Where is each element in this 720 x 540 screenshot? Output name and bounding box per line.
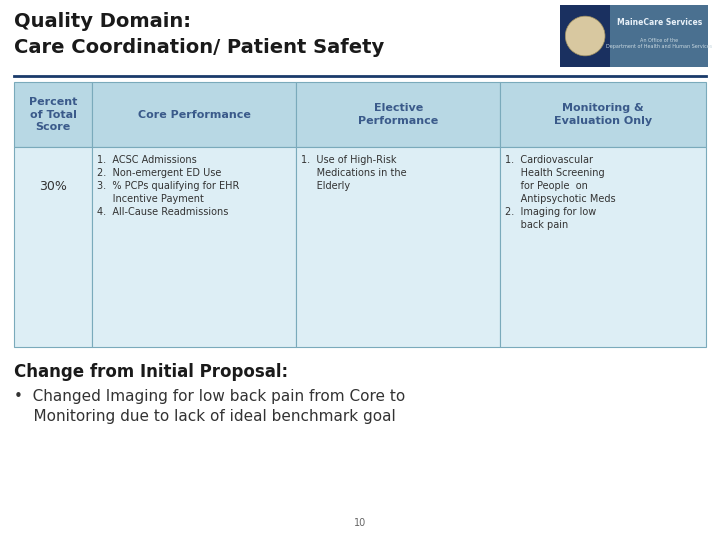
Text: •  Changed Imaging for low back pain from Core to: • Changed Imaging for low back pain from…: [14, 389, 405, 404]
Text: MaineCare Services: MaineCare Services: [616, 18, 702, 27]
Text: 2.  Imaging for low: 2. Imaging for low: [505, 207, 597, 217]
Bar: [297, 82, 500, 147]
Bar: [560, 5, 611, 67]
Text: Antipsychotic Meds: Antipsychotic Meds: [505, 194, 616, 204]
Bar: [92, 147, 297, 347]
Text: Quality Domain:: Quality Domain:: [14, 12, 191, 31]
Text: 3.  % PCPs qualifying for EHR: 3. % PCPs qualifying for EHR: [97, 181, 240, 191]
Text: 10: 10: [354, 518, 366, 528]
Text: Change from Initial Proposal:: Change from Initial Proposal:: [14, 363, 288, 381]
Text: 1.  Cardiovascular: 1. Cardiovascular: [505, 155, 593, 165]
Text: 30%: 30%: [39, 180, 67, 193]
Bar: [500, 82, 706, 147]
Text: Monitoring &
Evaluation Only: Monitoring & Evaluation Only: [554, 103, 652, 126]
Text: 2.  Non-emergent ED Use: 2. Non-emergent ED Use: [97, 168, 222, 178]
Bar: [611, 5, 708, 67]
Text: Health Screening: Health Screening: [505, 168, 605, 178]
Circle shape: [565, 16, 605, 56]
Text: 4.  All-Cause Readmissions: 4. All-Cause Readmissions: [97, 207, 228, 217]
Bar: [14, 147, 92, 347]
Text: Elective
Performance: Elective Performance: [359, 103, 438, 126]
Text: for People  on: for People on: [505, 181, 588, 191]
Text: Care Coordination/ Patient Safety: Care Coordination/ Patient Safety: [14, 38, 384, 57]
Bar: [92, 82, 297, 147]
Bar: [500, 147, 706, 347]
Text: Core Performance: Core Performance: [138, 110, 251, 119]
Text: back pain: back pain: [505, 220, 569, 230]
Text: Medications in the: Medications in the: [302, 168, 407, 178]
Text: Elderly: Elderly: [302, 181, 351, 191]
Bar: [297, 147, 500, 347]
Text: Percent
of Total
Score: Percent of Total Score: [29, 97, 77, 132]
Text: Incentive Payment: Incentive Payment: [97, 194, 204, 204]
Text: 1.  ACSC Admissions: 1. ACSC Admissions: [97, 155, 197, 165]
Text: 1.  Use of High-Risk: 1. Use of High-Risk: [302, 155, 397, 165]
Bar: [14, 82, 92, 147]
Text: Monitoring due to lack of ideal benchmark goal: Monitoring due to lack of ideal benchmar…: [14, 409, 396, 424]
Text: An Office of the
Department of Health and Human Services: An Office of the Department of Health an…: [606, 38, 712, 49]
